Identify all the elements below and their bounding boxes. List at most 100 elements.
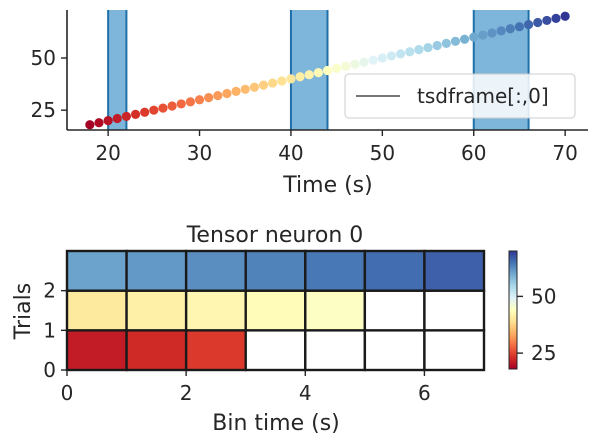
heatmap-x-tick-label: 6	[418, 381, 431, 405]
colorbar-ticks: 25 50	[517, 284, 556, 365]
scatter-point	[350, 59, 360, 69]
colorbar: 25 50	[508, 250, 556, 370]
scatter-point	[560, 11, 570, 21]
scatter-point	[478, 30, 488, 40]
scatter-point	[396, 49, 406, 59]
heatmap-cell	[244, 329, 307, 372]
heatmap-x-tick-label: 0	[61, 381, 74, 405]
heatmap-cell	[125, 289, 188, 332]
scatter-point	[277, 76, 287, 86]
scatter-point	[112, 113, 122, 124]
heatmap-y-ticks: 0 1 2	[43, 279, 67, 382]
y-tick-label: 25	[31, 98, 56, 122]
legend: tsdframe[:,0]	[344, 73, 576, 119]
heatmap-cell	[65, 289, 128, 332]
heatmap-y-axis-label: Trials	[11, 283, 36, 340]
scatter-point	[295, 72, 305, 82]
heatmap-cell	[363, 289, 426, 332]
time-scatter-chart: 20 30 40 50 60 70 25 50 Time (s) tsdframe[:,0]	[31, 10, 588, 198]
scatter-point	[304, 70, 314, 80]
scatter-point	[268, 78, 278, 88]
heatmap-cell	[423, 249, 486, 292]
scatter-point	[286, 74, 296, 84]
scatter-point	[176, 99, 186, 109]
scatter-point	[487, 28, 497, 38]
heatmap-cell	[125, 249, 188, 292]
x-axis-label: Time (s)	[282, 173, 372, 198]
legend-entry: tsdframe[:,0]	[417, 84, 549, 108]
colorbar-gradient	[508, 250, 518, 370]
heatmap-cell	[423, 289, 486, 332]
heatmap-y-tick-label: 2	[43, 279, 56, 303]
scatter-point	[359, 57, 369, 67]
scatter-point	[496, 26, 506, 36]
scatter-points	[85, 11, 570, 130]
heatmap-cells	[65, 249, 486, 372]
scatter-point	[505, 24, 515, 34]
x-tick-label: 60	[461, 141, 486, 165]
heatmap-cell	[363, 249, 426, 292]
scatter-point	[460, 34, 470, 44]
interval-band	[108, 10, 127, 130]
heatmap-cell	[423, 329, 486, 372]
scatter-point	[103, 116, 113, 126]
x-tick-label: 30	[187, 141, 212, 165]
scatter-point	[533, 17, 543, 28]
heatmap-cell	[65, 249, 128, 292]
scatter-point	[222, 88, 232, 99]
scatter-point	[368, 55, 378, 65]
heatmap-cell	[184, 329, 247, 372]
scatter-point	[185, 97, 195, 107]
scatter-point	[149, 105, 159, 115]
scatter-point	[332, 63, 342, 74]
scatter-point	[313, 68, 323, 78]
y-tick-label: 50	[31, 46, 56, 70]
colorbar-tick-label: 25	[531, 341, 556, 365]
heatmap-y-tick-label: 1	[43, 318, 56, 342]
scatter-point	[258, 80, 269, 90]
scatter-point	[542, 15, 552, 26]
heatmap-y-tick-label: 0	[43, 358, 56, 382]
scatter-point	[405, 47, 415, 57]
heatmap-cell	[244, 289, 307, 332]
scatter-point	[341, 61, 351, 71]
heatmap-cell	[304, 289, 367, 332]
scatter-point	[450, 36, 461, 46]
x-tick-label: 40	[278, 141, 303, 165]
scatter-point	[423, 42, 433, 53]
heatmap-title: Tensor neuron 0	[186, 223, 364, 248]
scatter-point	[194, 95, 205, 105]
scatter-point	[85, 120, 95, 130]
scatter-point	[240, 84, 250, 94]
scatter-point	[249, 82, 259, 92]
scatter-point	[167, 101, 177, 111]
scatter-point	[551, 13, 561, 23]
heatmap-cell	[125, 329, 188, 372]
legend-box	[344, 73, 576, 119]
x-tick-label: 70	[552, 141, 577, 165]
scatter-point	[130, 109, 141, 119]
heatmap-cell	[304, 249, 367, 292]
scatter-point	[441, 38, 451, 48]
tensor-heatmap: Tensor neuron 0 0 2 4 6 0 1 2 Bin time (s) Tr…	[11, 223, 556, 436]
heatmap-cell	[244, 249, 307, 292]
scatter-point	[231, 86, 241, 96]
heatmap-cell	[184, 289, 247, 332]
heatmap-cell	[65, 329, 128, 372]
heatmap-cell	[184, 249, 247, 292]
scatter-point	[140, 107, 150, 117]
scatter-point	[386, 51, 397, 61]
scatter-point	[213, 90, 223, 101]
scatter-point	[322, 65, 333, 76]
x-ticks: 20 30 40 50 60 70	[95, 130, 578, 165]
heatmap-x-tick-label: 2	[180, 381, 193, 405]
x-tick-label: 50	[370, 141, 395, 165]
scatter-point	[158, 103, 168, 113]
scatter-point	[523, 20, 534, 30]
scatter-point	[432, 40, 442, 51]
heatmap-cell	[363, 329, 426, 372]
scatter-point	[377, 53, 387, 63]
heatmap-x-ticks: 0 2 4 6	[61, 370, 431, 405]
colorbar-tick-label: 50	[531, 284, 556, 308]
